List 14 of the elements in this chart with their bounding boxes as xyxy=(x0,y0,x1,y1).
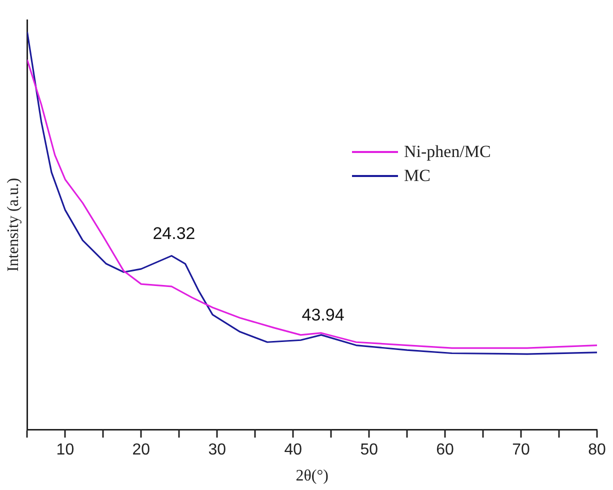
x-tick-label: 70 xyxy=(512,442,530,459)
legend-label: MC xyxy=(404,166,430,186)
x-tick-label: 30 xyxy=(208,442,226,459)
x-axis-title: 2θ(°) xyxy=(296,468,328,485)
x-tick-label: 20 xyxy=(132,442,150,459)
x-tick-label: 50 xyxy=(360,442,378,459)
annotation: 24.32 xyxy=(152,224,196,243)
y-axis-title: Intensity (a.u.) xyxy=(4,178,22,272)
x-tick-label: 60 xyxy=(436,442,454,459)
legend-label: Ni-phen/MC xyxy=(404,142,491,162)
x-tick-label: 10 xyxy=(56,442,74,459)
annotation: 43.94 xyxy=(302,305,344,324)
x-tick-label: 40 xyxy=(284,442,302,459)
x-tick-label: 80 xyxy=(588,442,606,459)
